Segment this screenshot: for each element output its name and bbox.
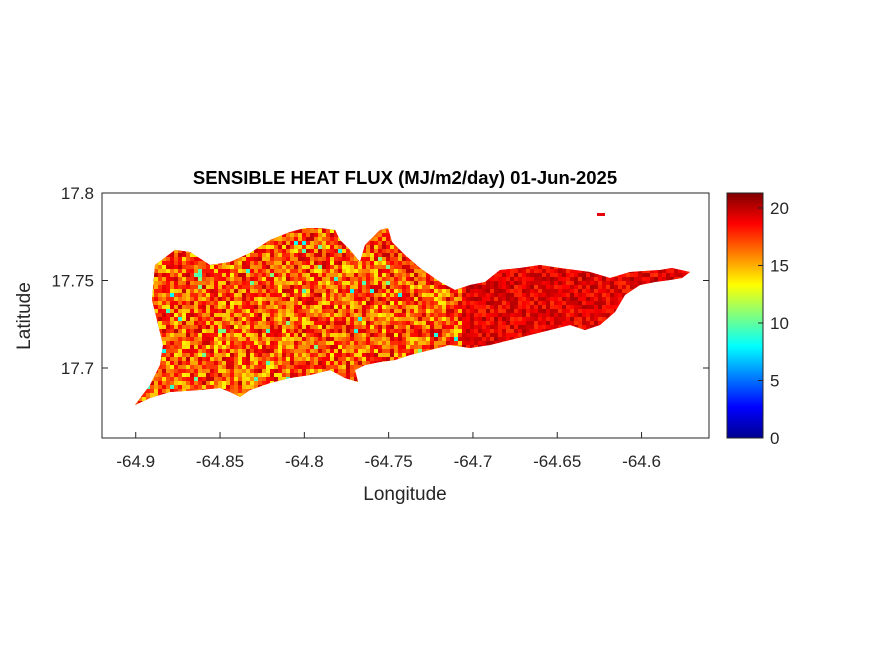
chart-title: SENSIBLE HEAT FLUX (MJ/m2/day) 01-Jun-20… [193, 167, 617, 188]
y-tick-label: 17.7 [61, 359, 94, 378]
colorbar-tick-label: 20 [770, 199, 789, 218]
y-tick-label: 17.75 [51, 272, 94, 291]
colorbar-tick-label: 15 [770, 256, 789, 275]
x-tick-label: -64.7 [454, 452, 493, 471]
axes-box [101, 192, 710, 439]
x-tick-label: -64.9 [116, 452, 155, 471]
colorbar [726, 192, 764, 439]
x-axis-label: Longitude [363, 484, 446, 505]
speck [597, 213, 605, 216]
x-tick-label: -64.85 [196, 452, 244, 471]
heat-flux-raster [135, 228, 690, 405]
colorbar-tick-label: 10 [770, 314, 789, 333]
x-tick-label: -64.6 [622, 452, 661, 471]
x-tick-label: -64.65 [533, 452, 581, 471]
y-tick-label: 17.8 [61, 184, 94, 203]
colorbar-tick-label: 0 [770, 429, 779, 448]
x-tick-label: -64.75 [365, 452, 413, 471]
y-axis-label: Latitude [14, 282, 35, 350]
colorbar-tick-label: 5 [770, 371, 779, 390]
x-tick-label: -64.8 [285, 452, 324, 471]
